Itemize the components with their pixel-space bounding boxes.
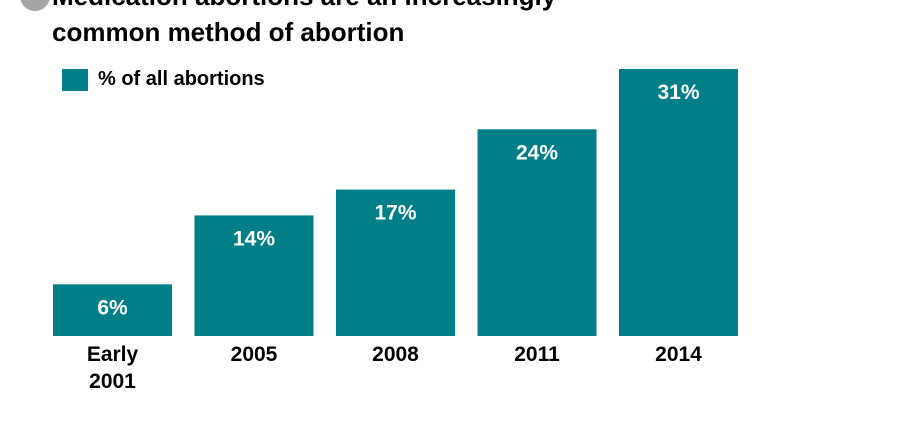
x-tick-label: 2011 [514, 343, 560, 366]
data-label: 17% [374, 202, 416, 225]
legend: % of all abortions [62, 68, 265, 91]
chart-title-line-2: common method of abortion [52, 17, 405, 47]
data-label: 6% [97, 296, 128, 319]
bar [194, 215, 314, 336]
data-label: 24% [516, 141, 558, 164]
header-circle-icon [20, 0, 50, 11]
bar [477, 129, 597, 336]
x-tick-label: Early [87, 343, 139, 366]
chart-title-line-1: Medication abortions are an increasingly [52, 0, 556, 14]
x-tick-label: 2008 [372, 343, 419, 366]
bar [53, 284, 172, 336]
data-label: 14% [233, 227, 275, 250]
x-tick-label: 2001 [89, 370, 136, 393]
legend-label: % of all abortions [98, 68, 265, 90]
bar [619, 69, 738, 336]
x-tick-label: 2014 [655, 343, 702, 366]
data-label: 31% [657, 81, 699, 104]
x-tick-label: 2005 [231, 343, 278, 366]
chart-title: Medication abortions are an increasingly… [52, 0, 556, 50]
legend-swatch [62, 68, 88, 91]
bar [336, 189, 455, 336]
